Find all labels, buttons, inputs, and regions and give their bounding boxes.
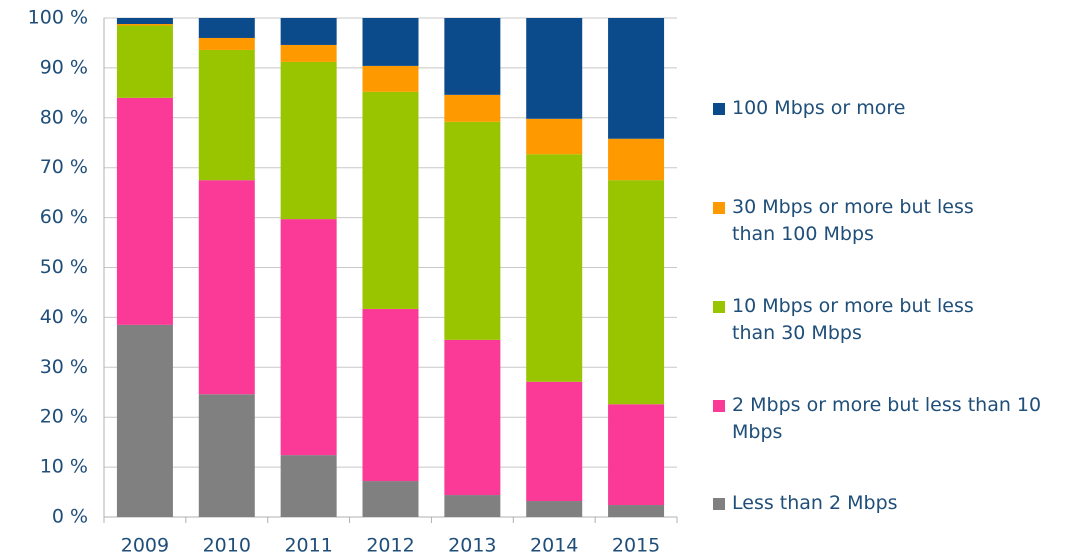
y-tick-label: 80 % (40, 106, 88, 128)
bar-segment (280, 61, 337, 220)
bar-segment (362, 91, 419, 309)
bar-segment (116, 25, 173, 98)
bar-segment (362, 18, 419, 66)
bar-segment (116, 97, 173, 325)
bar-segment (198, 394, 255, 517)
bar-segment (608, 404, 665, 506)
legend-label: 2 Mbps or more but less than 10 Mbps (732, 394, 1042, 443)
bar-segment (280, 455, 337, 517)
bar-segment (444, 94, 501, 122)
legend-label: 10 Mbps or more but less than 30 Mbps (732, 295, 974, 344)
bar-segment (198, 180, 255, 395)
legend-swatch (713, 301, 725, 313)
legend-entry: 100 Mbps or more (713, 95, 1043, 122)
bar-segment (116, 23, 173, 26)
legend-swatch (713, 400, 725, 412)
y-tick-label: 10 % (40, 456, 88, 478)
bar-segment (444, 339, 501, 496)
x-tick-label: 2012 (366, 535, 414, 557)
y-tick-label: 30 % (40, 356, 88, 378)
bar-segment (608, 18, 665, 139)
y-tick-label: 0 % (52, 506, 88, 528)
bar-segment (280, 44, 337, 62)
bar-segment (116, 324, 173, 517)
x-tick-label: 2015 (612, 535, 660, 557)
legend-entry: Less than 2 Mbps (713, 490, 1043, 517)
legend-swatch (713, 103, 725, 115)
legend-swatch (713, 498, 725, 510)
legend-label: 100 Mbps or more (732, 97, 906, 119)
legend-entry: 2 Mbps or more but less than 10 Mbps (713, 392, 1053, 446)
legend-swatch (713, 202, 725, 214)
y-tick-label: 60 % (40, 206, 88, 228)
bar-segment (198, 18, 255, 38)
bar-segment (116, 18, 173, 24)
bar-segment (608, 505, 665, 517)
y-tick-label: 20 % (40, 406, 88, 428)
bar-segment (362, 308, 419, 482)
bar-segment (526, 154, 583, 382)
bar-segment (444, 121, 501, 340)
legend-entry: 30 Mbps or more but less than 100 Mbps (713, 194, 1013, 248)
y-tick-label: 70 % (40, 156, 88, 178)
bar-segment (608, 138, 665, 181)
x-tick-label: 2013 (448, 535, 496, 557)
bar-segment (362, 65, 419, 92)
bar-segment (526, 18, 583, 119)
bar-segment (526, 501, 583, 517)
y-tick-label: 90 % (40, 56, 88, 78)
bar-segment (608, 180, 665, 405)
legend-label: Less than 2 Mbps (732, 492, 898, 514)
bar-segment (526, 381, 583, 502)
x-tick-label: 2011 (284, 535, 332, 557)
bar-segment (526, 118, 583, 155)
y-tick-label: 100 % (28, 7, 88, 29)
legend-entry: 10 Mbps or more but less than 30 Mbps (713, 293, 1013, 347)
x-tick-label: 2010 (203, 535, 251, 557)
bar-segment (198, 37, 255, 50)
bar-segment (444, 495, 501, 517)
bar-segment (280, 219, 337, 456)
x-tick-label: 2014 (530, 535, 578, 557)
bar-segment (362, 481, 419, 517)
bar-segment (280, 18, 337, 45)
x-tick-label: 2009 (121, 535, 169, 557)
bar-segment (444, 18, 501, 95)
y-tick-label: 50 % (40, 256, 88, 278)
y-tick-label: 40 % (40, 306, 88, 328)
legend-label: 30 Mbps or more but less than 100 Mbps (732, 196, 974, 245)
bar-segment (198, 49, 255, 181)
